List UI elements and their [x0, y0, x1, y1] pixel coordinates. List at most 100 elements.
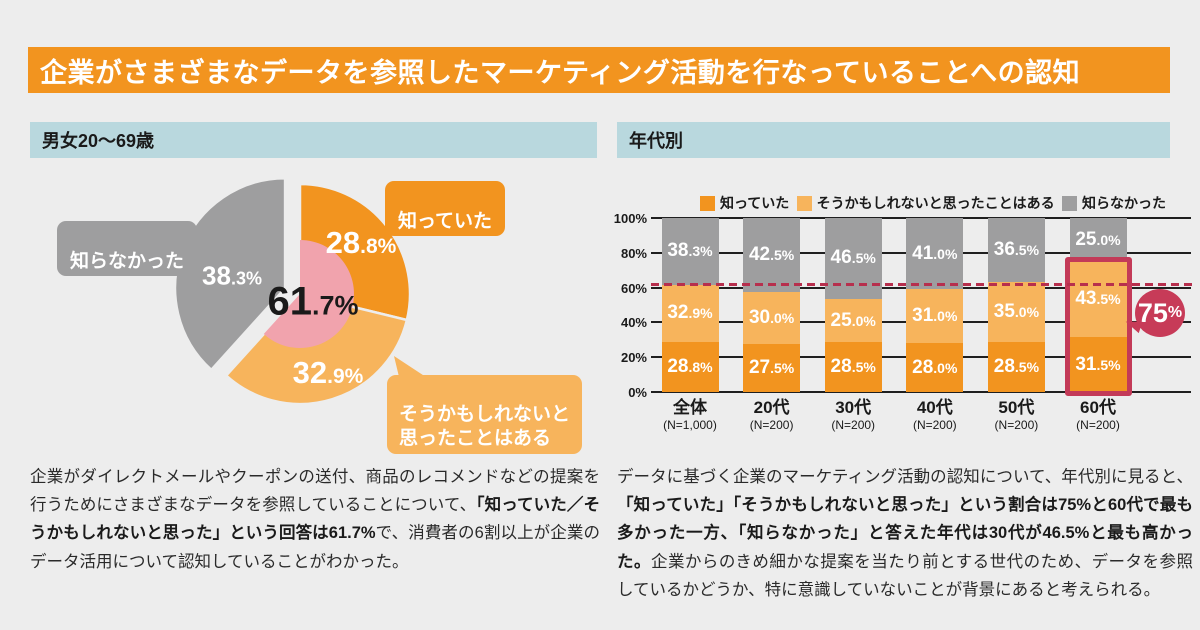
- legend-item-2: 知らなかった: [1062, 193, 1166, 213]
- bar-value-label: 38.3%: [667, 240, 713, 262]
- bar-segment-20代-2: 42.5%: [743, 218, 801, 292]
- pie-center-overlay: [263, 240, 354, 348]
- emphasis-text: 「知っていた」「そうかもしれないと思った」という割合は75%と60代で最も多かっ…: [617, 495, 1193, 571]
- bar-segment-20代-0: 27.5%: [743, 344, 801, 392]
- bar-segment-全体-0: 28.8%: [661, 341, 719, 392]
- bar-segment-60代-1: 43.5%: [1069, 261, 1127, 338]
- legend-swatch-icon: [700, 195, 715, 211]
- bar-value-label: 28.8%: [667, 355, 713, 377]
- pie-value-label: 32.9%: [292, 355, 364, 390]
- category-sample-size: (N=200): [912, 418, 957, 433]
- x-axis-category-label: 40代 (N=200): [875, 398, 995, 433]
- bar-segment-全体-2: 38.3%: [661, 218, 719, 285]
- bar-value-label: 28.5%: [993, 356, 1040, 378]
- bar-segment-40代-2: 41.0%: [906, 218, 964, 290]
- y-axis-tick-label: 0%: [628, 385, 647, 400]
- category-name: 60代: [1080, 398, 1116, 417]
- category-sample-size: (N=200): [1076, 418, 1120, 433]
- legend-label: そうかもしれないと思ったことはある: [816, 195, 1055, 211]
- body-text: で、消費者の6割以上が企業のデータ活用について認知していることがわかった。: [30, 524, 600, 571]
- emphasis-text: 「知っていた／そうかもしれないと思った」という回答は61.7%: [30, 495, 600, 543]
- category-sample-size: (N=200): [994, 418, 1039, 433]
- bar-segment-50代-1: 35.0%: [987, 281, 1045, 343]
- x-axis-category-label: 20代 (N=200): [712, 398, 832, 433]
- bar-value-label: 32.9%: [667, 302, 713, 324]
- paragraph-age: データに基づく企業のマーケティング活動の認知について、年代別に見ると、「知ってい…: [617, 463, 1193, 605]
- legend-item-0: 知っていた: [700, 193, 789, 213]
- bar-segment-30代-1: 25.0%: [824, 298, 882, 343]
- body-text: 企業からのきめ細かな提案を当たり前とする世代のため、データを参照しているかどうか…: [617, 552, 1193, 599]
- bar-segment-20代-1: 30.0%: [743, 291, 801, 345]
- bar-segment-50代-0: 28.5%: [987, 342, 1045, 392]
- bar-segment-60代-2: 25.0%: [1069, 218, 1127, 262]
- legend-swatch-icon: [1062, 195, 1077, 211]
- category-name: 50代: [998, 398, 1035, 417]
- legend-label: 知らなかった: [1082, 195, 1166, 211]
- bar-value-label: 41.0%: [912, 242, 958, 264]
- x-axis-category-label: 全体 (N=1,000): [630, 398, 750, 433]
- pie-callout-knew-label: 知っていた: [398, 211, 493, 232]
- bar-value-label: 46.5%: [830, 247, 876, 269]
- pie-value-label: 28.8%: [325, 225, 397, 260]
- category-name: 30代: [835, 398, 872, 417]
- reference-line-61-7: [651, 282, 1196, 286]
- page-title: 企業がさまざまなデータを参照したマーケティング活動を行なっていることへの認知: [40, 57, 1081, 88]
- title-bar: 企業がさまざまなデータを参照したマーケティング活動を行なっていることへの認知: [28, 47, 1170, 93]
- bar-segment-全体-1: 32.9%: [661, 284, 719, 342]
- category-name: 全体: [673, 398, 707, 417]
- pie-callout-unknown-label: 知らなかった: [70, 251, 185, 272]
- bar-value-label: 31.5%: [1075, 353, 1121, 375]
- section-header-demographic-label: 男女20〜69歳: [42, 131, 155, 151]
- bar-value-label: 25.0%: [830, 309, 876, 331]
- bar-segment-60代-0: 31.5%: [1069, 337, 1127, 392]
- legend-item-1: そうかもしれないと思ったことはある: [796, 193, 1055, 213]
- bar-value-label: 28.0%: [912, 356, 958, 378]
- y-axis-tick-label: 80%: [620, 245, 647, 261]
- bar-segment-30代-0: 28.5%: [824, 342, 882, 392]
- callout-tail: [394, 356, 432, 381]
- bar-value-label: 35.0%: [993, 300, 1040, 322]
- section-header-age: 年代別: [617, 122, 1170, 158]
- highlight-border-60s: [1064, 256, 1132, 396]
- bar-value-label: 27.5%: [748, 357, 795, 379]
- x-axis-category-label: 30代 (N=200): [793, 398, 913, 433]
- pie-slice-1: [224, 292, 409, 406]
- y-axis-tick-label: 40%: [620, 315, 647, 331]
- bar-value-label: 25.0%: [1075, 228, 1121, 250]
- bar-chart: 0% 20% 40% 60% 80% 100% 28.8% 32.9% 38.3% 全体 (N=1,…: [614, 211, 1196, 432]
- bar-value-label: 31.0%: [912, 305, 958, 327]
- x-axis-category-label: 60代 (N=200): [1038, 398, 1158, 433]
- y-axis-tick-label: 60%: [620, 280, 647, 296]
- pie-callout-unknown: 知らなかった: [57, 221, 198, 276]
- gridline: [651, 391, 1191, 393]
- category-sample-size: (N=200): [831, 418, 876, 433]
- body-text: データに基づく企業のマーケティング活動の認知について、年代別に見ると、: [617, 467, 1193, 486]
- body-text: 企業がダイレクトメールやクーポンの送付、商品のレコメンドなどの提案を行うためにさ…: [30, 467, 600, 514]
- pie-value-label: 38.3%: [202, 260, 262, 291]
- bar-segment-50代-2: 36.5%: [987, 218, 1045, 282]
- section-header-demographic: 男女20〜69歳: [30, 122, 597, 158]
- pie-callout-maybe: そうかもしれないと 思ったことはある: [387, 375, 583, 455]
- category-sample-size: (N=200): [749, 418, 794, 433]
- x-axis-category-label: 50代 (N=200): [956, 398, 1076, 433]
- section-header-age-label: 年代別: [629, 131, 683, 151]
- category-name: 20代: [753, 398, 790, 417]
- legend-swatch-icon: [796, 195, 812, 211]
- bar-value-label: 43.5%: [1075, 288, 1121, 310]
- bar-segment-40代-1: 31.0%: [906, 289, 964, 344]
- total-badge-75: 75%: [1135, 289, 1185, 337]
- bar-value-label: 28.5%: [830, 356, 876, 378]
- paragraph-demographic: 企業がダイレクトメールやクーポンの送付、商品のレコメンドなどの提案を行うためにさ…: [30, 463, 600, 577]
- bar-segment-30代-2: 46.5%: [824, 218, 882, 299]
- pie-center-value: 61.7%: [267, 279, 359, 324]
- bar-chart-legend: 知っていた そうかもしれないと思ったことはある 知らなかった: [700, 193, 1166, 213]
- bar-value-label: 30.0%: [748, 307, 795, 329]
- legend-label: 知っていた: [720, 195, 790, 211]
- pie-callout-knew: 知っていた: [385, 181, 506, 236]
- gridline: [651, 217, 1191, 219]
- bar-value-label: 42.5%: [748, 243, 795, 265]
- pie-callout-maybe-label: そうかもしれないと 思ったことはある: [399, 403, 571, 449]
- category-name: 40代: [916, 398, 953, 417]
- bar-segment-40代-0: 28.0%: [906, 343, 964, 392]
